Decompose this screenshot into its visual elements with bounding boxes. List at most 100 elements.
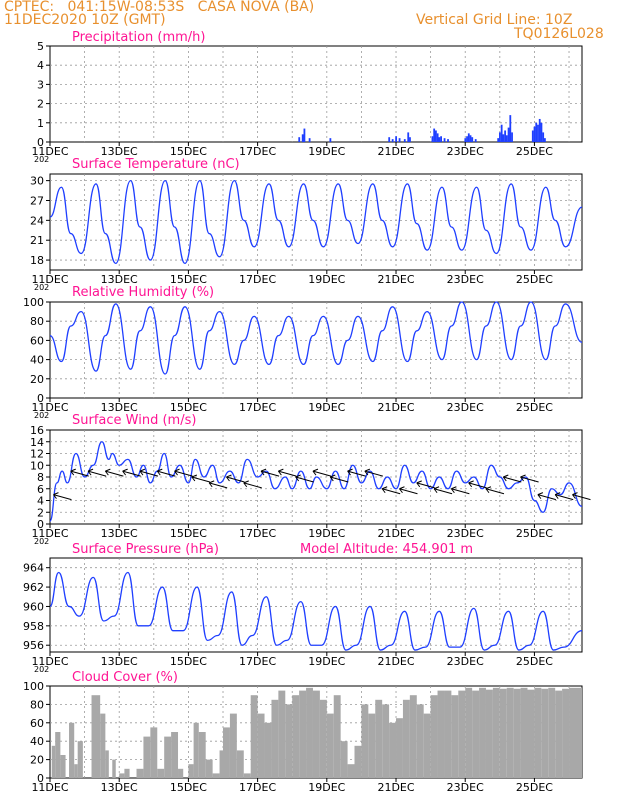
wind-arrow (364, 470, 384, 477)
wind-arrow (347, 470, 366, 477)
precip-bar (433, 128, 436, 142)
wind-arrow-head (139, 468, 146, 472)
y-tick-label: 21 (30, 234, 44, 247)
cloud-bar (264, 722, 272, 778)
wind-arrow-head (381, 486, 388, 490)
cloud-bar (382, 704, 390, 778)
panel-title: Surface Temperature (nC) (72, 157, 240, 172)
wind-arrow-head (485, 486, 492, 490)
cloud-bar (119, 773, 125, 778)
x-tick-label: 21DEC (377, 781, 414, 794)
y-tick-label: 3 (37, 78, 44, 91)
cloud-bar (250, 695, 258, 778)
cloud-bar (472, 690, 480, 778)
wind-arrow (122, 470, 141, 477)
x-tick-label: 13DEC (101, 781, 138, 794)
wind-arrow-head (70, 470, 75, 476)
wind-arrow (382, 488, 401, 495)
cloud-bar (312, 690, 320, 778)
precip-bar (544, 138, 546, 142)
wind-arrow (70, 470, 89, 477)
wind-arrow-head (70, 468, 76, 472)
y-tick-label: 27 (30, 194, 44, 207)
wind-arrow (433, 488, 453, 495)
precip-bar (308, 138, 311, 142)
x-tick-label: 19DEC (308, 655, 345, 668)
cloud-bar (562, 688, 570, 778)
year-stub: 202 (34, 665, 49, 674)
x-tick-label: 17DEC (239, 781, 276, 794)
x-tick-label: 17DEC (239, 273, 276, 286)
year-stub: 202 (34, 537, 49, 546)
cloud-bar (479, 687, 486, 778)
precip-bar (509, 115, 512, 142)
year-stub: 202 (34, 283, 49, 292)
y-tick-label: 960 (23, 600, 44, 613)
precip-bar (301, 134, 304, 142)
wind-arrow (416, 482, 435, 489)
y-tick-label: 12 (30, 448, 44, 461)
precip-bar (497, 138, 500, 142)
cloud-bar (124, 768, 130, 778)
cloud-bar (326, 713, 334, 778)
wind-arrow-head (260, 470, 265, 476)
wind-arrow-head (122, 470, 127, 476)
cloud-bar (74, 764, 78, 778)
wind-arrow-head (174, 470, 178, 476)
precip-bar (447, 139, 449, 142)
y-tick-label: 100 (23, 680, 44, 693)
y-tick-label: 40 (30, 735, 44, 748)
wind-arrow-head (554, 492, 561, 496)
panel-2: 18 21 24 27 30 11DEC 13DEC 15DEC 17DEC 19DEC 21DEC… (30, 157, 583, 292)
y-tick-label: 20 (30, 754, 44, 767)
x-tick-label: 11DEC (31, 401, 68, 414)
cloud-bar (69, 722, 75, 778)
y-tick-label: 60 (30, 717, 44, 730)
wind-arrow-head (191, 474, 198, 478)
precip-bar (471, 137, 474, 142)
x-tick-label: 23DEC (447, 145, 484, 158)
x-tick-label: 19DEC (308, 401, 345, 414)
wind-arrow (191, 476, 211, 483)
y-tick-label: 10 (30, 459, 44, 472)
cloud-bar (285, 704, 293, 778)
wind-arrow-head (468, 482, 473, 488)
header-right2: TQ0126L028 (514, 26, 604, 42)
cloud-bar (77, 741, 83, 778)
cloud-bar (243, 773, 251, 778)
x-tick-label: 15DEC (170, 273, 207, 286)
wind-arrow-head (433, 486, 440, 490)
x-tick-label: 15DEC (170, 145, 207, 158)
cloud-bar (229, 713, 237, 778)
wind-arrow (572, 494, 591, 501)
x-tick-label: 19DEC (308, 273, 345, 286)
wind-arrow-head (520, 474, 526, 478)
precip-bar (511, 132, 513, 142)
precip-bar (391, 139, 394, 142)
panel-title: Relative Humidity (%) (72, 285, 214, 300)
wind-arrow-head (295, 476, 300, 482)
wind-arrow-head (503, 474, 509, 478)
x-tick-label: 21DEC (377, 655, 414, 668)
data-line (49, 571, 583, 651)
wind-arrow (537, 494, 557, 501)
x-tick-label: 23DEC (447, 655, 484, 668)
panel-5: 956 958 960 962 964 11DEC 13DEC 15DEC 17DEC 19DEC… (23, 542, 583, 674)
x-tick-label: 17DEC (239, 145, 276, 158)
wind-arrow-head (416, 482, 421, 488)
wind-arrow-head (572, 494, 576, 499)
cloud-bar (257, 713, 265, 778)
x-tick-label: 25DEC (516, 781, 553, 794)
year-stub: 202 (34, 155, 49, 164)
y-tick-label: 14 (30, 436, 44, 449)
wind-arrow-head (226, 474, 232, 478)
cloud-bar (299, 690, 307, 778)
wind-arrow-head (364, 470, 369, 476)
wind-arrow-head (243, 482, 248, 488)
x-tick-label: 21DEC (377, 145, 414, 158)
precip-bar (398, 138, 401, 142)
wind-arrow-head (399, 486, 405, 490)
header-line1: CPTEC: 041:15W-08:53S CASA NOVA (BA) (4, 0, 315, 15)
wind-arrow-head (416, 480, 422, 484)
x-tick-label: 11DEC (31, 273, 68, 286)
